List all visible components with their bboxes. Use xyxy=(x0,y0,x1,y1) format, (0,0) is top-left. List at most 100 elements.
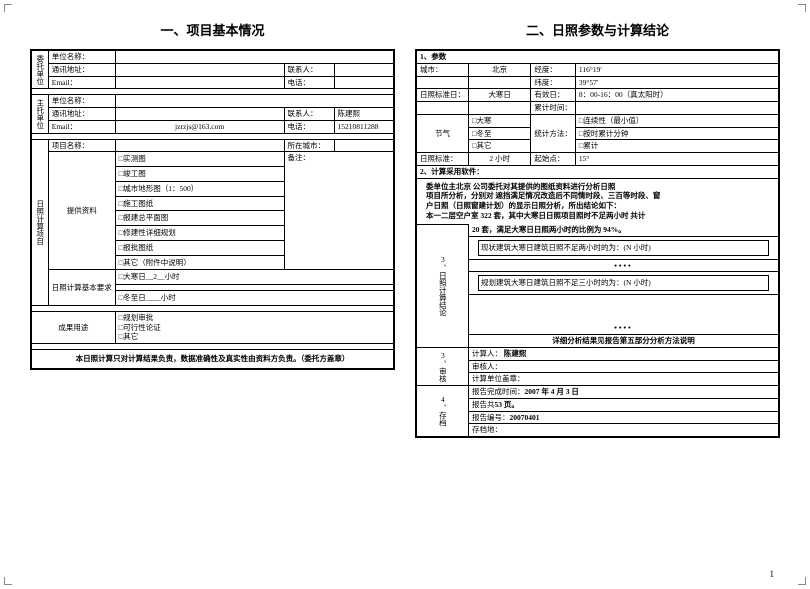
s4-calc-lbl: 计算人： xyxy=(472,349,502,358)
s3-box1: 现状建筑大寒日建筑日照不足两小时的为：(N 小时) xyxy=(469,236,780,259)
client-addr-lbl: 通讯地址： xyxy=(48,63,115,76)
s3-dots1: •••• xyxy=(469,259,780,272)
client-danwei-val xyxy=(115,50,394,63)
mat-item-7: □其它（附件中说明） xyxy=(115,255,284,270)
s5-save: 存档地： xyxy=(469,424,780,437)
purpose-2: □其它 xyxy=(119,332,390,342)
calc-req-lbl: 日照计算基本要求 xyxy=(48,270,115,306)
sec2-head: 2、计算采用软件： xyxy=(416,165,779,178)
client-addr-val xyxy=(115,63,284,76)
page1-footnote: 本日照计算只对计算结果负责，数据准确性及真实性由资料方负责。（委托方盖章） xyxy=(31,350,394,369)
acc-lbl: 累计时间： xyxy=(531,102,576,115)
s2-l2: 户日照（日照窗建计划）的显示日照分析，所出结论如下： xyxy=(426,201,769,211)
s3-line1: 20 套，满足大寒日日照两小时的比例为 94%。 xyxy=(469,224,780,236)
s5-num-lbl: 报告编号： xyxy=(472,413,510,422)
s3-foot: 详细分析结果见报告第五部分分析方法说明 xyxy=(469,335,780,348)
author-email-val: jzrzjs@163.com xyxy=(115,120,284,133)
author-phone-lbl: 电话： xyxy=(284,120,334,133)
lat-val: 39°57′ xyxy=(575,76,779,89)
s4-calc-val: 陈建熙 xyxy=(504,349,527,358)
s4-calc: 计算人： 陈建熙 xyxy=(469,347,780,360)
proj-loc-val xyxy=(334,139,394,152)
page-number: 1 xyxy=(770,569,775,579)
s5-date-val: 2007 年 4 月 3 日 xyxy=(525,387,579,396)
author-danwei-lbl: 单位名称： xyxy=(48,95,115,108)
sec1-head: 1、参数 xyxy=(416,50,779,63)
materials-lbl: 提供资料 xyxy=(48,152,115,270)
method-lbl: 统计方法： xyxy=(531,114,576,152)
project-header: 日照计算项目 xyxy=(31,139,48,305)
s5-pages: 报告共53 页。 xyxy=(469,398,780,411)
sec5-head: 4、存档 xyxy=(416,386,469,438)
weather-0: □大寒 xyxy=(469,114,531,127)
city-val: 北京 xyxy=(469,63,531,76)
proj-name-lbl: 项目名称： xyxy=(48,139,115,152)
s2-l3: 本一二层空户室 322 套，其中大寒日日照项目照时不足两小时 共计 xyxy=(426,211,769,221)
mat-item-1: □竣工图 xyxy=(115,167,284,182)
eff-lbl: 有效日： xyxy=(531,89,576,102)
city-lbl: 城市： xyxy=(416,63,469,76)
client-phone-val xyxy=(334,76,394,89)
lat-lbl: 纬度： xyxy=(531,76,576,89)
page2-table: 1、参数 城市： 北京 经度： 116°19′ 纬度： 39°57′ 日照标准日… xyxy=(415,49,780,438)
mat-item-5: □修建性详细规划 xyxy=(115,226,284,241)
mat-item-0: □实测图 xyxy=(115,152,284,167)
s5-pages-lbl: 报告共 xyxy=(472,400,495,409)
method-1: □按时累计分钟 xyxy=(575,127,779,140)
std-lbl: 日照标准： xyxy=(416,153,469,166)
s3-box1-text: 现状建筑大寒日建筑日照不足两小时的为：(N 小时) xyxy=(481,243,651,252)
proj-name-val xyxy=(115,139,284,152)
s5-pages-val: 53 页。 xyxy=(495,400,519,409)
client-phone-lbl: 电话： xyxy=(284,76,334,89)
start-val: 15° xyxy=(575,153,779,166)
eff-val: 8：00-16：00（真太阳时） xyxy=(575,89,779,102)
author-addr-lbl: 通讯地址： xyxy=(48,108,115,121)
mat-item-6: □报批图纸 xyxy=(115,240,284,255)
client-danwei-lbl: 单位名称： xyxy=(48,50,115,63)
remark-cell: 备注： xyxy=(284,152,394,270)
stdday-val: 大寒日 xyxy=(469,89,531,102)
s3-box2-text: 规划建筑大寒日建筑日照不足三小时的为：(N 小时) xyxy=(481,278,651,287)
page1-table: 委托单位 单位名称： 通讯地址： 联系人： Email： 电话： 主托单位 单位… xyxy=(30,49,395,370)
s2-l0: 委单位主北京 公司委托对其提供的图纸资料进行分析日照 xyxy=(426,182,769,192)
method-2: □累计 xyxy=(575,140,779,153)
mat-item-4: □报建总平面图 xyxy=(115,211,284,226)
purpose-header: 成果用途 xyxy=(31,311,115,343)
s3-box2: 规划建筑大寒日建筑日照不足三小时的为：(N 小时) xyxy=(469,272,780,295)
page1-title: 一、项目基本情况 xyxy=(30,20,395,39)
author-contact-lbl: 联系人： xyxy=(284,108,334,121)
s5-date: 报告完成时间：2007 年 4 月 3 日 xyxy=(469,386,780,399)
author-email-lbl: Email： xyxy=(48,120,115,133)
client-email-lbl: Email： xyxy=(48,76,115,89)
s4-stamp: 计算单位盖章： xyxy=(469,373,780,386)
calc-req-1: □冬至日____小时 xyxy=(115,291,394,306)
weather-1: □冬至 xyxy=(469,127,531,140)
author-contact-val: 陈建熙 xyxy=(334,108,394,121)
client-contact-lbl: 联系人： xyxy=(284,63,334,76)
method-0: □连续性（最小值） xyxy=(575,114,779,127)
sec3-head: 3、日照计算结论 xyxy=(416,224,469,347)
remark-lbl: 备注： xyxy=(288,153,311,162)
s2-l1: 项目所分析，分别对 遮挡满足情况改造后不同情时段、三百等时段、窗 xyxy=(426,191,769,201)
client-header: 委托单位 xyxy=(31,50,48,89)
page-2: 二、日照参数与计算结论 1、参数 城市： 北京 经度： 116°19′ 纬度： … xyxy=(415,20,780,559)
start-lbl: 起始点： xyxy=(531,153,576,166)
calc-req-0: □大寒日__2__小时 xyxy=(115,270,394,285)
page2-title: 二、日照参数与计算结论 xyxy=(415,20,780,39)
author-danwei-val xyxy=(115,95,394,108)
std-val: 2 小时 xyxy=(469,153,531,166)
mat-item-2: □城市地形图（1：500） xyxy=(115,181,284,196)
page-1: 一、项目基本情况 委托单位 单位名称： 通讯地址： 联系人： Email： 电话… xyxy=(30,20,395,559)
author-phone-val: 15210811288 xyxy=(334,120,394,133)
s4-review: 审核人： xyxy=(469,360,780,373)
author-header: 主托单位 xyxy=(31,95,48,133)
mat-item-3: □施工图纸 xyxy=(115,196,284,211)
client-contact-val xyxy=(334,63,394,76)
purpose-1: □可行性论证 xyxy=(119,323,390,333)
purpose-items: □规划审批 □可行性论证 □其它 xyxy=(115,311,394,343)
s3-dots2: •••• xyxy=(469,295,780,335)
s5-num-val: 20070401 xyxy=(510,413,540,422)
proj-loc-lbl: 所在城市： xyxy=(284,139,334,152)
s5-num: 报告编号：20070401 xyxy=(469,411,780,424)
lon-lbl: 经度： xyxy=(531,63,576,76)
